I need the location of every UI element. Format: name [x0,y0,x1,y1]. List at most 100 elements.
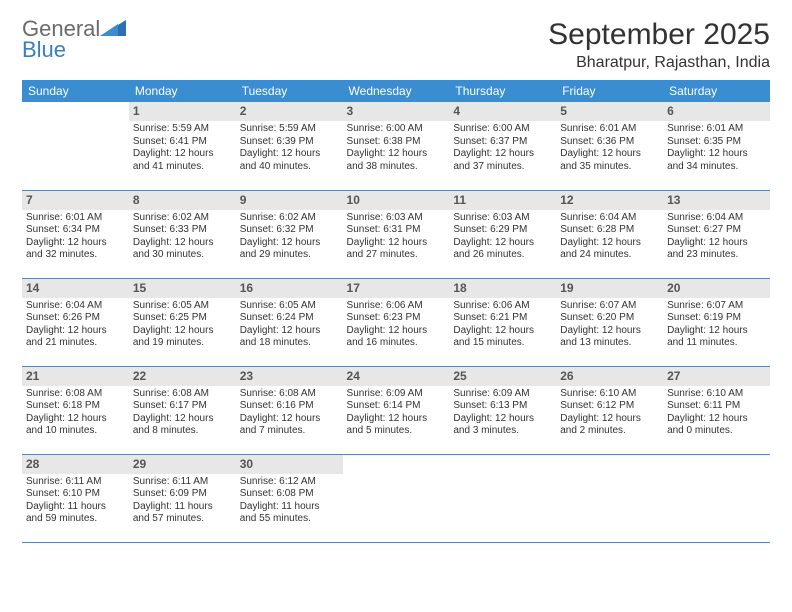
daylight-text: Daylight: 12 hours [560,148,659,161]
logo-triangle-icon [100,18,126,36]
day-number: 1 [129,102,236,121]
sunrise-text: Sunrise: 6:10 AM [667,388,766,401]
sunrise-text: Sunrise: 6:01 AM [26,212,125,225]
sunrise-text: Sunrise: 6:11 AM [133,476,232,489]
sunset-text: Sunset: 6:36 PM [560,136,659,149]
calendar-day-cell: 6Sunrise: 6:01 AMSunset: 6:35 PMDaylight… [663,102,770,190]
calendar-day-cell: 25Sunrise: 6:09 AMSunset: 6:13 PMDayligh… [449,366,556,454]
day-number: 23 [236,367,343,386]
day-number: 11 [449,191,556,210]
sunset-text: Sunset: 6:16 PM [240,400,339,413]
day-number: 6 [663,102,770,121]
daylight-text: and 18 minutes. [240,337,339,350]
daylight-text: Daylight: 12 hours [26,413,125,426]
daylight-text: Daylight: 12 hours [560,413,659,426]
sunrise-text: Sunrise: 6:02 AM [240,212,339,225]
daylight-text: and 34 minutes. [667,161,766,174]
daylight-text: and 41 minutes. [133,161,232,174]
day-number: 3 [343,102,450,121]
calendar-day-cell: 11Sunrise: 6:03 AMSunset: 6:29 PMDayligh… [449,190,556,278]
day-number: 7 [22,191,129,210]
sunset-text: Sunset: 6:19 PM [667,312,766,325]
calendar-day-cell: 2Sunrise: 5:59 AMSunset: 6:39 PMDaylight… [236,102,343,190]
daylight-text: Daylight: 12 hours [133,148,232,161]
logo: General Blue [22,18,126,61]
daylight-text: and 3 minutes. [453,425,552,438]
calendar-page: General Blue September 2025 Bharatpur, R… [0,0,792,561]
sunrise-text: Sunrise: 6:02 AM [133,212,232,225]
sunset-text: Sunset: 6:33 PM [133,224,232,237]
calendar-day-cell: 27Sunrise: 6:10 AMSunset: 6:11 PMDayligh… [663,366,770,454]
daylight-text: and 11 minutes. [667,337,766,350]
daylight-text: Daylight: 12 hours [133,325,232,338]
day-number: 19 [556,279,663,298]
sunrise-text: Sunrise: 6:00 AM [347,123,446,136]
daylight-text: and 57 minutes. [133,513,232,526]
daylight-text: and 27 minutes. [347,249,446,262]
sunrise-text: Sunrise: 6:09 AM [453,388,552,401]
day-number: 30 [236,455,343,474]
sunrise-text: Sunrise: 6:08 AM [133,388,232,401]
sunset-text: Sunset: 6:13 PM [453,400,552,413]
calendar-day-cell [663,454,770,542]
sunset-text: Sunset: 6:18 PM [26,400,125,413]
sunrise-text: Sunrise: 6:11 AM [26,476,125,489]
daylight-text: Daylight: 12 hours [347,237,446,250]
daylight-text: Daylight: 12 hours [240,325,339,338]
sunrise-text: Sunrise: 6:07 AM [560,300,659,313]
sunrise-text: Sunrise: 6:10 AM [560,388,659,401]
calendar-day-cell: 19Sunrise: 6:07 AMSunset: 6:20 PMDayligh… [556,278,663,366]
calendar-week-row: 21Sunrise: 6:08 AMSunset: 6:18 PMDayligh… [22,366,770,454]
sunset-text: Sunset: 6:23 PM [347,312,446,325]
daylight-text: and 8 minutes. [133,425,232,438]
sunrise-text: Sunrise: 6:12 AM [240,476,339,489]
logo-text: General Blue [22,18,126,61]
day-number: 10 [343,191,450,210]
daylight-text: and 55 minutes. [240,513,339,526]
daylight-text: Daylight: 12 hours [453,237,552,250]
sunrise-text: Sunrise: 6:05 AM [133,300,232,313]
calendar-day-cell: 15 Sunrise: 6:05 AMSunset: 6:25 PMDayligh… [129,278,236,366]
day-number: 4 [449,102,556,121]
sunrise-text: Sunrise: 6:03 AM [453,212,552,225]
daylight-text: Daylight: 12 hours [560,237,659,250]
sunset-text: Sunset: 6:25 PM [133,312,232,325]
day-number: 24 [343,367,450,386]
page-title: September 2025 [548,18,770,52]
daylight-text: Daylight: 12 hours [26,237,125,250]
daylight-text: and 19 minutes. [133,337,232,350]
calendar-day-cell [343,454,450,542]
daylight-text: and 32 minutes. [26,249,125,262]
day-number: 12 [556,191,663,210]
sunrise-text: Sunrise: 6:07 AM [667,300,766,313]
calendar-week-row: 1Sunrise: 5:59 AMSunset: 6:41 PMDaylight… [22,102,770,190]
daylight-text: and 2 minutes. [560,425,659,438]
day-number: 15 [129,279,236,298]
weekday-header: Wednesday [343,80,450,102]
calendar-table: SundayMondayTuesdayWednesdayThursdayFrid… [22,80,770,543]
calendar-day-cell: 12Sunrise: 6:04 AMSunset: 6:28 PMDayligh… [556,190,663,278]
sunrise-text: Sunrise: 6:04 AM [26,300,125,313]
sunset-text: Sunset: 6:08 PM [240,488,339,501]
sunset-text: Sunset: 6:34 PM [26,224,125,237]
weekday-header: Sunday [22,80,129,102]
sunset-text: Sunset: 6:31 PM [347,224,446,237]
day-number: 13 [663,191,770,210]
daylight-text: Daylight: 12 hours [133,413,232,426]
sunset-text: Sunset: 6:32 PM [240,224,339,237]
sunset-text: Sunset: 6:24 PM [240,312,339,325]
calendar-day-cell: 21Sunrise: 6:08 AMSunset: 6:18 PMDayligh… [22,366,129,454]
calendar-day-cell: 8Sunrise: 6:02 AMSunset: 6:33 PMDaylight… [129,190,236,278]
weekday-header: Friday [556,80,663,102]
sunset-text: Sunset: 6:11 PM [667,400,766,413]
sunset-text: Sunset: 6:26 PM [26,312,125,325]
calendar-day-cell: 20Sunrise: 6:07 AMSunset: 6:19 PMDayligh… [663,278,770,366]
calendar-day-cell: 5Sunrise: 6:01 AMSunset: 6:36 PMDaylight… [556,102,663,190]
daylight-text: Daylight: 12 hours [240,237,339,250]
calendar-day-cell: 14Sunrise: 6:04 AMSunset: 6:26 PMDayligh… [22,278,129,366]
day-number: 14 [22,279,129,298]
day-number: 25 [449,367,556,386]
day-number: 2 [236,102,343,121]
day-number: 20 [663,279,770,298]
day-number: 17 [343,279,450,298]
